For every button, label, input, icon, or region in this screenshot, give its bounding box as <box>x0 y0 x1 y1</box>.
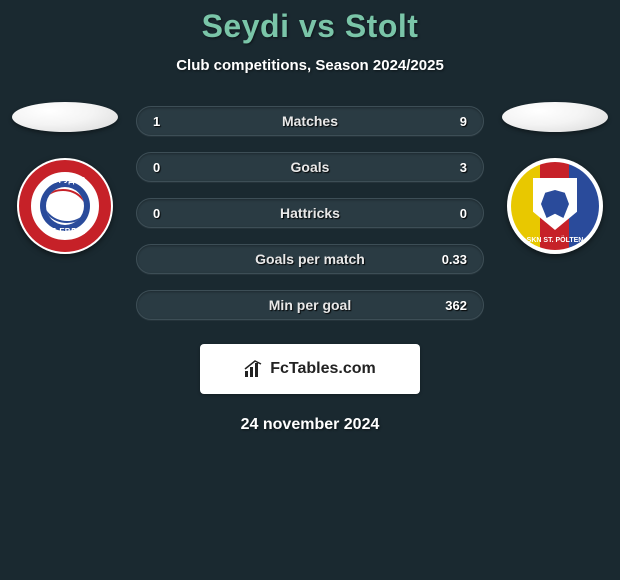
stat-left-val: 1 <box>153 114 160 129</box>
stat-left-val: 0 <box>153 160 160 175</box>
wolf-icon <box>541 190 569 218</box>
stat-row-goals: 0 Goals 3 <box>136 152 484 182</box>
right-side: SKN ST. PÖLTEN <box>500 102 610 254</box>
right-club-text: SKN ST. PÖLTEN <box>511 237 599 244</box>
right-club-badge: SKN ST. PÖLTEN <box>507 158 603 254</box>
bar-chart-icon <box>244 360 264 378</box>
brand-text: FcTables.com <box>270 360 376 378</box>
stat-label: Goals per match <box>255 251 365 267</box>
stat-right-val: 362 <box>445 298 467 313</box>
right-club-shield <box>533 178 577 230</box>
stat-row-hattricks: 0 Hattricks 0 <box>136 198 484 228</box>
left-club-text-top: ФК РУДАР <box>31 176 99 185</box>
stats-column: 1 Matches 9 0 Goals 3 0 Hattricks 0 Goal… <box>136 102 484 320</box>
left-club-text-bottom: ПЉЕВЉА <box>31 227 99 236</box>
stat-right-val: 3 <box>460 160 467 175</box>
date-line: 24 november 2024 <box>0 416 620 434</box>
stat-row-minpergoal: Min per goal 362 <box>136 290 484 320</box>
left-club-badge: ФК РУДАР ПЉЕВЉА <box>17 158 113 254</box>
page-title: Seydi vs Stolt <box>0 8 620 45</box>
left-club-inner <box>40 181 90 231</box>
brand-box[interactable]: FcTables.com <box>200 344 420 394</box>
left-side: ФК РУДАР ПЉЕВЉА <box>10 102 120 254</box>
stat-row-goalspermatch: Goals per match 0.33 <box>136 244 484 274</box>
content-row: ФК РУДАР ПЉЕВЉА 1 Matches 9 0 Goals 3 <box>0 102 620 320</box>
stat-row-matches: 1 Matches 9 <box>136 106 484 136</box>
stat-right-val: 0 <box>460 206 467 221</box>
volleyball-icon <box>46 187 84 225</box>
stat-label: Min per goal <box>269 297 351 313</box>
stat-label: Hattricks <box>280 205 340 221</box>
comparison-card: Seydi vs Stolt Club competitions, Season… <box>0 0 620 434</box>
stat-left-val: 0 <box>153 206 160 221</box>
right-player-oval <box>502 102 608 132</box>
stat-label: Matches <box>282 113 338 129</box>
left-player-oval <box>12 102 118 132</box>
stat-label: Goals <box>291 159 330 175</box>
stat-right-val: 9 <box>460 114 467 129</box>
subtitle: Club competitions, Season 2024/2025 <box>0 57 620 74</box>
stat-right-val: 0.33 <box>442 252 467 267</box>
